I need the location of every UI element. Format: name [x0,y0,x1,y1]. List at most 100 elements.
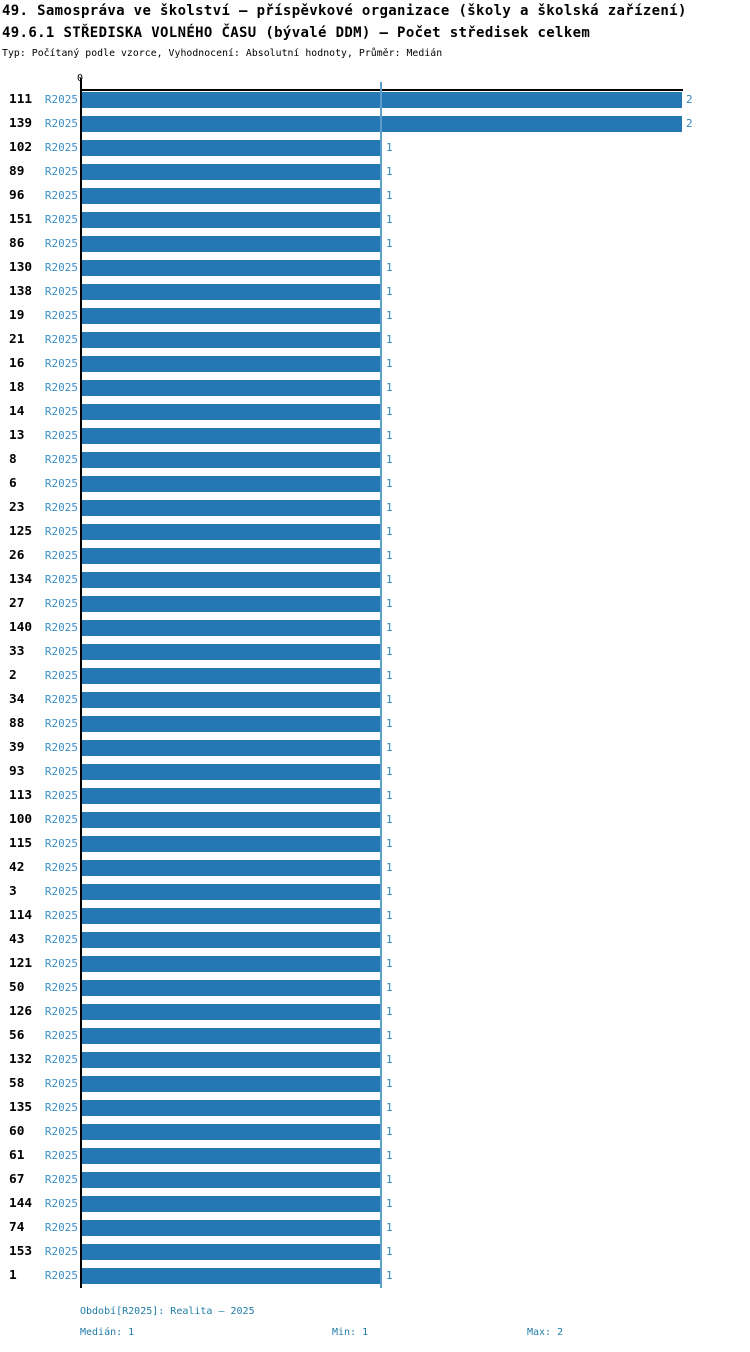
bar-value-label: 1 [386,141,393,154]
bar [82,1052,382,1068]
row-period-label: R2025 [44,333,78,346]
bar-row: 100 R2025 1 [0,808,750,832]
row-period-label: R2025 [44,957,78,970]
bar-value-label: 1 [386,645,393,658]
row-period-label: R2025 [44,861,78,874]
row-period-label: R2025 [44,1125,78,1138]
row-period-label: R2025 [44,141,78,154]
row-period-label: R2025 [44,1221,78,1234]
bar-row: 144 R2025 1 [0,1192,750,1216]
bar-row: 126 R2025 1 [0,1000,750,1024]
row-label: 33 [9,644,25,659]
bar-value-label: 1 [386,1149,393,1162]
row-period-label: R2025 [44,789,78,802]
bar-row: 111 R2025 2 [0,88,750,112]
row-label: 34 [9,692,25,707]
bar [82,332,382,348]
bar-row: 39 R2025 1 [0,736,750,760]
bar-value-label: 1 [386,333,393,346]
bar [82,764,382,780]
bar-row: 96 R2025 1 [0,184,750,208]
bar-value-label: 1 [386,933,393,946]
bar-row: 139 R2025 2 [0,112,750,136]
row-label: 113 [9,788,33,803]
bar-row: 33 R2025 1 [0,640,750,664]
row-period-label: R2025 [44,621,78,634]
bar [82,164,382,180]
footer-period-info: Období[R2025]: Realita – 2025 [80,1306,255,1317]
row-period-label: R2025 [44,1029,78,1042]
row-label: 23 [9,500,25,515]
row-period-label: R2025 [44,357,78,370]
bar-row: 18 R2025 1 [0,376,750,400]
bar-value-label: 1 [386,1005,393,1018]
bar-row: 93 R2025 1 [0,760,750,784]
row-period-label: R2025 [44,213,78,226]
bar-row: 2 R2025 1 [0,664,750,688]
bar-row: 23 R2025 1 [0,496,750,520]
bar-value-label: 1 [386,621,393,634]
row-label: 86 [9,236,25,251]
bar-value-label: 1 [386,837,393,850]
bar [82,308,382,324]
row-period-label: R2025 [44,549,78,562]
bar-value-label: 1 [386,453,393,466]
row-label: 151 [9,212,33,227]
bar-row: 88 R2025 1 [0,712,750,736]
bar-value-label: 1 [386,765,393,778]
row-period-label: R2025 [44,981,78,994]
row-label: 67 [9,1172,25,1187]
row-period-label: R2025 [44,933,78,946]
bar-value-label: 1 [386,909,393,922]
bar-row: 56 R2025 1 [0,1024,750,1048]
bar-value-label: 1 [386,1053,393,1066]
bar-value-label: 1 [386,1029,393,1042]
bar-row: 67 R2025 1 [0,1168,750,1192]
bar-row: 115 R2025 1 [0,832,750,856]
bar-value-label: 1 [386,525,393,538]
bar-value-label: 1 [386,237,393,250]
bar-row: 13 R2025 1 [0,424,750,448]
bar [82,1076,382,1092]
bar [82,380,382,396]
bar [82,980,382,996]
row-label: 130 [9,260,33,275]
bar-value-label: 1 [386,1269,393,1282]
bar-row: 16 R2025 1 [0,352,750,376]
bar-row: 50 R2025 1 [0,976,750,1000]
row-period-label: R2025 [44,429,78,442]
footer-min: Min: 1 [332,1327,369,1338]
bar [82,692,382,708]
bar [82,92,682,108]
median-gridline [380,82,382,1288]
row-period-label: R2025 [44,741,78,754]
bar-value-label: 2 [686,93,693,106]
bar-value-label: 1 [386,213,393,226]
bar-row: 21 R2025 1 [0,328,750,352]
bar-row: 3 R2025 1 [0,880,750,904]
row-label: 74 [9,1220,25,1235]
bar [82,188,382,204]
row-label: 139 [9,116,33,131]
row-label: 39 [9,740,25,755]
bar-value-label: 1 [386,357,393,370]
bar-value-label: 1 [386,1077,393,1090]
bar-value-label: 1 [386,285,393,298]
bar [82,428,382,444]
bar [82,1124,382,1140]
bar-row: 134 R2025 1 [0,568,750,592]
row-label: 61 [9,1148,25,1163]
bar-row: 1 R2025 1 [0,1264,750,1288]
row-label: 93 [9,764,25,779]
bar-row: 132 R2025 1 [0,1048,750,1072]
row-label: 21 [9,332,25,347]
bar [82,212,382,228]
bar-value-label: 1 [386,789,393,802]
bar-row: 14 R2025 1 [0,400,750,424]
bar [82,644,382,660]
bar-row: 74 R2025 1 [0,1216,750,1240]
row-label: 43 [9,932,25,947]
bar-value-label: 1 [386,981,393,994]
bar-row: 138 R2025 1 [0,280,750,304]
bar-row: 43 R2025 1 [0,928,750,952]
